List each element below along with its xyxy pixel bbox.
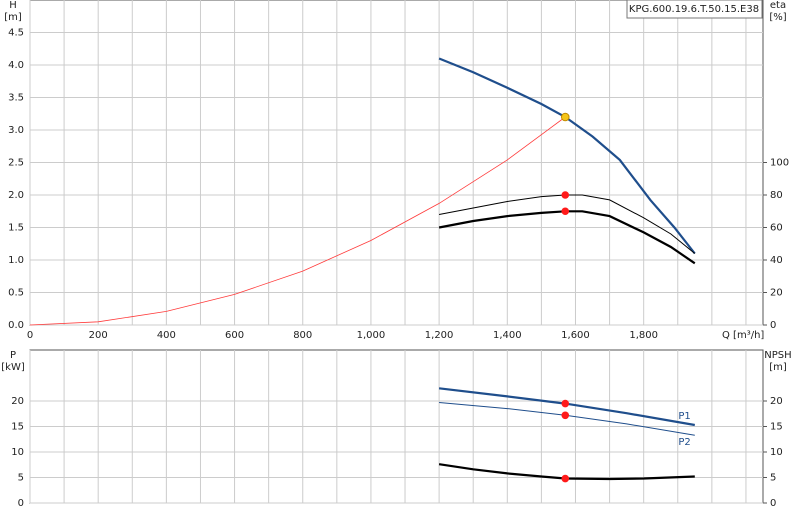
curve [438,463,695,481]
y2-tick-label: 40 [770,255,783,266]
operating-point [561,191,570,199]
y-tick-label: 15 [11,422,24,433]
y-tick-label: 2.0 [8,190,24,201]
y-tick-label: 4.5 [8,28,24,39]
y-tick-label: 1.0 [8,255,24,266]
operating-point [561,411,570,420]
y2-axis-unit: [%] [769,12,786,23]
y2-tick-label: 60 [770,223,783,234]
y2-axis-label: NPSH [764,350,791,361]
y-tick-label: 20 [11,396,24,407]
curve-label: P1 [678,411,690,422]
x-tick-label: 200 [89,330,108,341]
y-tick-label: 0.0 [8,320,24,331]
y-tick-label: 0.5 [8,288,24,299]
y2-tick-label: 20 [770,396,783,407]
y2-tick-label: 0 [770,320,776,331]
y-axis-label: P [10,350,16,361]
y2-tick-label: 0 [770,498,776,509]
operating-point [561,399,570,408]
x-tick-label: 1,400 [493,330,522,341]
curve [438,210,696,265]
y2-axis-unit: [m] [769,362,787,373]
y-tick-label: 3.0 [8,125,24,136]
x-tick-label: 0 [27,330,33,341]
y2-tick-label: 10 [770,447,783,458]
y-tick-label: 10 [11,447,24,458]
x-tick-label: 400 [157,330,176,341]
y2-tick-label: 100 [770,158,789,169]
title-box [626,0,763,19]
operating-point [560,112,570,122]
y-tick-label: 3.5 [8,93,24,104]
y-tick-label: 4.0 [8,60,24,71]
operating-point [561,207,570,216]
x-tick-label: 800 [293,330,312,341]
y-tick-label: 5 [18,473,24,484]
y2-tick-label: 20 [770,288,783,299]
y-tick-label: 0 [18,498,24,509]
curve [29,116,566,326]
y-axis-unit: [m] [4,12,22,23]
y-tick-label: 1.5 [8,223,24,234]
y2-tick-label: 80 [770,190,783,201]
y2-tick-label: 5 [770,473,776,484]
x-axis-label: Q [m³/h] [722,330,764,341]
curve-label: P2 [678,437,690,448]
x-tick-label: 1,600 [561,330,590,341]
curve [438,57,696,255]
x-tick-label: 1,200 [425,330,454,341]
x-tick-label: 600 [225,330,244,341]
chart-title: KPG.600.19.6.T.50.15.E38 [629,4,759,15]
y-axis-label: H [9,0,17,11]
curve [439,194,696,254]
operating-point [561,474,570,483]
x-tick-label: 1,000 [357,330,386,341]
y-tick-label: 2.5 [8,158,24,169]
x-tick-label: 1,800 [629,330,658,341]
y2-tick-label: 15 [770,422,783,433]
y-axis-unit: [kW] [1,362,25,373]
y2-axis-label: eta [770,0,786,11]
